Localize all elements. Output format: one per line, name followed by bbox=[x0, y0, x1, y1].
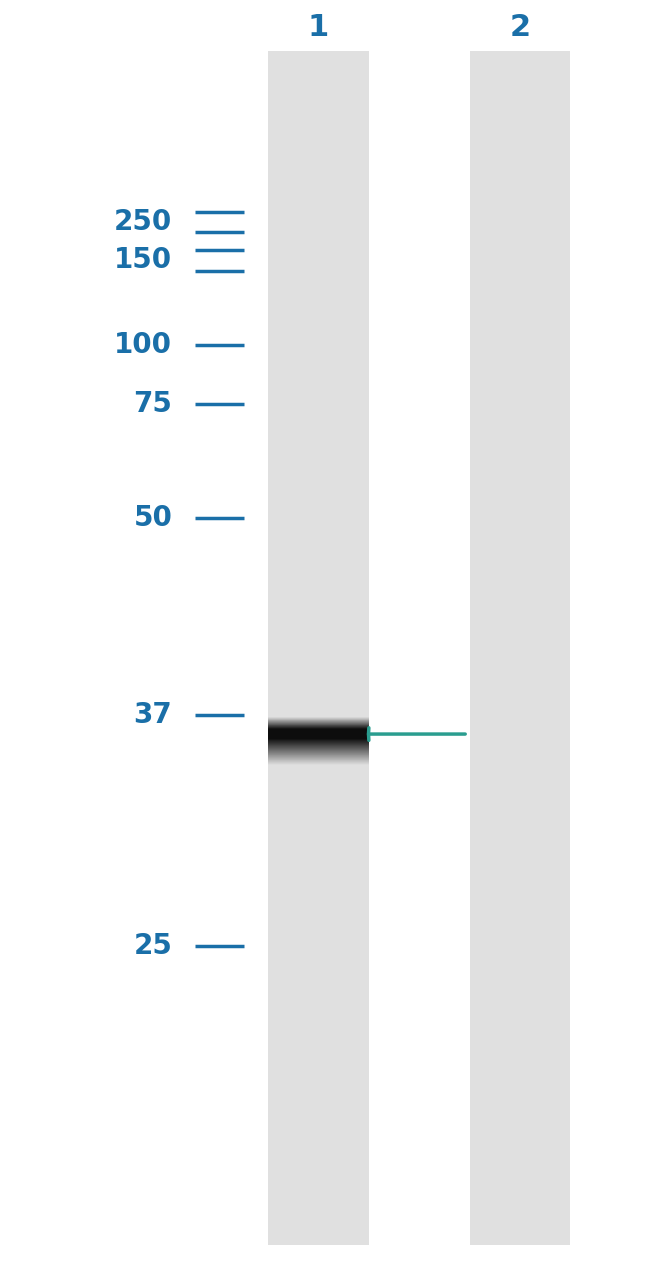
Text: 25: 25 bbox=[133, 932, 172, 960]
Text: 150: 150 bbox=[114, 246, 172, 274]
Text: 37: 37 bbox=[133, 701, 172, 729]
Text: 250: 250 bbox=[114, 208, 172, 236]
Bar bbox=[469, 51, 571, 1245]
Text: 75: 75 bbox=[133, 390, 172, 418]
Text: 50: 50 bbox=[133, 504, 172, 532]
Text: 100: 100 bbox=[114, 331, 172, 359]
Text: 2: 2 bbox=[510, 14, 530, 42]
Bar bbox=[268, 51, 369, 1245]
Text: 1: 1 bbox=[308, 14, 329, 42]
